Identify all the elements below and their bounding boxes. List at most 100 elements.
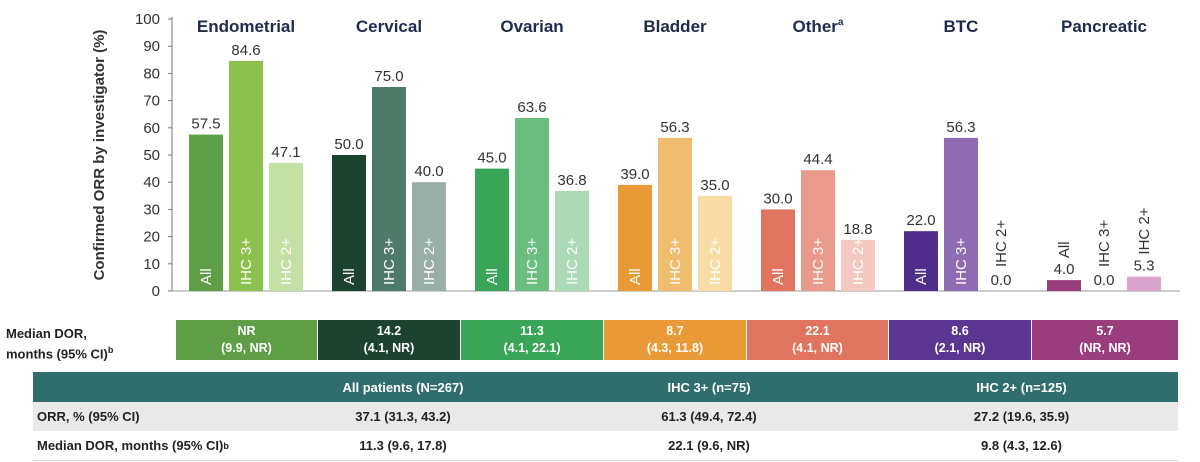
bar-pancreatic-2 — [1127, 276, 1161, 291]
dor-cell: 22.1 (4.1, NR) — [747, 320, 889, 360]
group-title-cervical: Cervical — [356, 17, 422, 36]
dor-value: NR — [237, 324, 256, 338]
bar-category-label: IHC 2+ — [421, 238, 438, 285]
summary-cell: 27.2 (19.6, 35.9) — [973, 409, 1070, 424]
data-label: 4.0 — [1054, 261, 1075, 278]
group-title-endometrial: Endometrial — [197, 17, 295, 36]
dor-ci: (4.1, NR) — [792, 341, 843, 355]
bar-bladder-2 — [698, 195, 732, 291]
y-tick-label: 70 — [143, 93, 160, 110]
y-tick-label: 80 — [143, 65, 160, 82]
dor-value: 8.6 — [951, 324, 969, 338]
data-label: 44.4 — [803, 151, 832, 168]
bar-cervical-0 — [332, 155, 366, 291]
bar-ovarian-0 — [475, 168, 509, 291]
bar-ovarian-1 — [515, 118, 549, 292]
data-label: 84.6 — [231, 42, 260, 59]
y-tick-label: 60 — [143, 120, 160, 137]
y-tick-label: 100 — [135, 11, 160, 28]
summary-header-blank — [33, 372, 253, 402]
data-label: 47.1 — [271, 144, 300, 161]
data-label: 5.3 — [1134, 258, 1155, 275]
bar-category-label: All — [198, 268, 215, 285]
summary-header-ihc2: IHC 2+ (n=125) — [976, 379, 1067, 395]
summary-cell: 9.8 (4.3, 12.6) — [981, 438, 1062, 453]
bar-cervical-2 — [412, 182, 446, 291]
y-tick-label: 0 — [152, 283, 160, 300]
bar-category-label: IHC 3+ — [381, 238, 398, 285]
median-dor-label: Median DOR, months (95% CI)b — [6, 326, 171, 362]
group-title-bladder: Bladder — [643, 17, 707, 36]
summary-row-label: Median DOR, months (95% CI) b — [37, 438, 229, 453]
bar-category-label: All — [1056, 241, 1073, 258]
bar-category-label: IHC 2+ — [707, 238, 724, 285]
dor-cell: 11.3 (4.1, 22.1) — [461, 320, 604, 360]
bar-category-label: All — [484, 268, 501, 285]
data-label: 36.8 — [557, 172, 586, 189]
bar-cervical-1 — [372, 87, 406, 291]
y-tick-label: 50 — [143, 147, 160, 164]
data-label: 50.0 — [334, 136, 363, 153]
median-dor-row: Median DOR, months (95% CI)b NR (9.9, NR)… — [0, 320, 1200, 362]
orr-bar-chart: Confirmed ORR by investigator (%) 0 10 20 30… — [91, 11, 1180, 300]
dor-value: 8.7 — [666, 324, 684, 338]
dor-cell: NR (9.9, NR) — [176, 320, 318, 360]
bar-category-label: IHC 2+ — [993, 220, 1010, 267]
dor-ci: (2.1, NR) — [934, 341, 986, 355]
bar-bladder-0 — [618, 184, 652, 291]
dor-value: 22.1 — [805, 324, 830, 338]
bar-category-label: IHC 3+ — [810, 238, 827, 285]
dor-cell: 14.2 (4.1, NR) — [318, 320, 461, 360]
bar-category-label: IHC 3+ — [667, 238, 684, 285]
group-title-pancreatic: Pancreatic — [1061, 17, 1147, 36]
dor-ci: (9.9, NR) — [221, 341, 272, 355]
bar-bladder-1 — [658, 137, 692, 291]
dor-cell: 8.7 (4.3, 11.8) — [604, 320, 747, 360]
data-label: 63.6 — [517, 99, 546, 116]
y-tick-label: 90 — [143, 38, 160, 55]
dor-ci: (4.1, NR) — [363, 341, 415, 355]
data-label: 0.0 — [1094, 272, 1115, 289]
summary-row-orr: ORR, % (95% CI) 37.1 (31.3, 43.2) 61.3 (… — [33, 402, 1178, 431]
bar-category-label: IHC 2+ — [850, 238, 867, 285]
data-label: 30.0 — [763, 190, 792, 207]
summary-header-ihc3: IHC 3+ (n=75) — [667, 379, 751, 395]
data-label: 56.3 — [946, 119, 975, 136]
y-tick-label: 30 — [143, 201, 160, 218]
bar-category-label: All — [770, 268, 787, 285]
data-label: 22.0 — [906, 212, 935, 229]
bar-other-1 — [801, 170, 835, 291]
bar-category-label: IHC 3+ — [953, 238, 970, 285]
bar-pancreatic-0 — [1047, 280, 1081, 291]
bar-btc-1 — [944, 137, 978, 291]
group-title-sup: a — [838, 17, 844, 28]
dor-ci: (4.1, 22.1) — [503, 341, 561, 355]
summary-header-row: All patients (N=267) IHC 3+ (n=75) IHC 2… — [33, 372, 1178, 402]
group-title-btc: BTC — [944, 17, 979, 36]
bar-category-label: IHC 3+ — [1096, 220, 1113, 267]
bar-other-2 — [841, 239, 875, 291]
bar-btc-0 — [904, 231, 938, 291]
data-label: 56.3 — [660, 119, 689, 136]
bar-other-0 — [761, 209, 795, 291]
data-label: 45.0 — [477, 150, 506, 167]
y-axis-title: Confirmed ORR by investigator (%) — [91, 30, 108, 281]
summary-header-all: All patients (N=267) — [342, 379, 464, 395]
data-label: 35.0 — [700, 177, 729, 194]
bar-category-label: IHC 3+ — [238, 238, 255, 285]
summary-table: All patients (N=267) IHC 3+ (n=75) IHC 2… — [33, 372, 1178, 461]
summary-row-dor: Median DOR, months (95% CI) b 11.3 (9.6, … — [33, 431, 1178, 461]
bar-category-label: IHC 3+ — [524, 238, 541, 285]
bar-endometrial-0 — [189, 134, 223, 291]
median-dor-label-line1: Median DOR, — [6, 326, 87, 341]
group-title-ovarian: Ovarian — [500, 17, 563, 36]
dor-value: 5.7 — [1096, 324, 1114, 338]
data-label: 18.8 — [843, 221, 872, 238]
y-tick-label: 10 — [143, 256, 160, 273]
median-dor-label-sup: b — [107, 345, 114, 355]
dor-cell: 5.7 (NR, NR) — [1032, 320, 1179, 360]
y-tick-label: 40 — [143, 174, 160, 191]
bar-category-label: IHC 2+ — [564, 238, 581, 285]
data-label: 40.0 — [414, 163, 443, 180]
bar-category-label: All — [627, 268, 644, 285]
